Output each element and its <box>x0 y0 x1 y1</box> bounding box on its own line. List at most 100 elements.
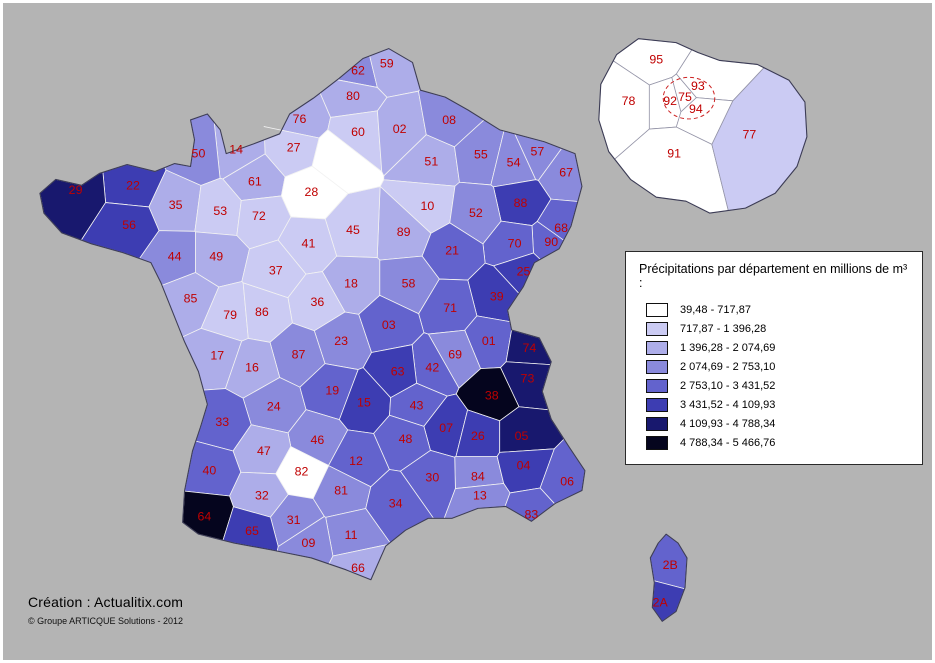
department-label: 37 <box>269 264 283 278</box>
credits: Création : Actualitix.com © Groupe ARTIC… <box>28 594 183 626</box>
legend-swatch <box>646 435 668 450</box>
department-label: 72 <box>252 209 266 223</box>
department-label: 85 <box>184 291 198 305</box>
department-label: 11 <box>345 528 358 542</box>
legend-row: 4 788,34 - 5 466,76 <box>639 433 912 452</box>
france-choropleth-map: 62 59 80 76 60 02 08 27 14 50 51 55 54 57 67 61 22 29 28 88… <box>39 38 808 622</box>
legend-row: 4 109,93 - 4 788,34 <box>639 414 912 433</box>
credit-line: Création : Actualitix.com <box>28 594 184 610</box>
department-label: 48 <box>399 432 413 446</box>
department-05 <box>499 406 565 453</box>
petite-couronne-dashed-border <box>662 76 716 120</box>
legend-range-label: 3 431,52 - 4 109,93 <box>680 398 776 411</box>
department-label: 56 <box>122 218 136 232</box>
department-label: 23 <box>334 334 348 348</box>
department-label: 91 <box>667 147 681 161</box>
department-label: 90 <box>544 235 558 249</box>
department-label: 83 <box>525 507 539 521</box>
department-idf-cutout <box>311 129 385 194</box>
department-label: 30 <box>425 471 439 485</box>
department-label: 93 <box>691 79 705 93</box>
department-label: 04 <box>517 459 531 473</box>
department-label: 59 <box>380 56 394 70</box>
department-label: 60 <box>351 125 365 139</box>
region-corsica: 2B 2A <box>649 533 688 622</box>
department-label: 42 <box>425 361 439 375</box>
department-label: 29 <box>69 183 83 197</box>
department-label: 33 <box>215 415 229 429</box>
department-label: 34 <box>389 496 403 510</box>
department-label: 07 <box>439 421 453 435</box>
department-label: 95 <box>649 52 663 66</box>
department-label: 24 <box>267 399 281 413</box>
department-label: 50 <box>192 147 206 161</box>
department-label: 01 <box>482 334 496 348</box>
department-label: 16 <box>245 361 259 375</box>
department-label: 69 <box>448 348 462 362</box>
legend-range-label: 2 753,10 - 3 431,52 <box>680 379 776 392</box>
department-label: 45 <box>346 223 360 237</box>
department-label: 54 <box>507 156 521 170</box>
department-label: 74 <box>523 341 537 355</box>
department-label: 31 <box>287 513 301 527</box>
department-label: 77 <box>743 128 757 142</box>
department-label: 19 <box>325 383 339 397</box>
department-label: 06 <box>560 475 574 489</box>
department-label: 32 <box>255 488 269 502</box>
department-label: 03 <box>382 318 396 332</box>
department-label: 28 <box>305 185 319 199</box>
department-label: 47 <box>257 444 271 458</box>
department-label: 87 <box>292 348 306 362</box>
department-label: 81 <box>334 484 348 498</box>
department-label: 02 <box>393 122 407 136</box>
legend-swatch <box>646 359 668 374</box>
department-label: 58 <box>402 276 416 290</box>
department-label: 46 <box>310 433 324 447</box>
legend-swatch <box>646 416 668 431</box>
legend-box: Précipitations par département en millio… <box>625 251 923 465</box>
department-label: 14 <box>229 143 243 157</box>
department-label: 35 <box>169 198 183 212</box>
legend-range-label: 4 788,34 - 5 466,76 <box>680 436 776 449</box>
department-label: 12 <box>349 454 363 468</box>
department-label: 27 <box>287 141 301 155</box>
department-label: 84 <box>471 470 485 484</box>
region-outline <box>598 38 808 214</box>
department-label: 40 <box>202 464 216 478</box>
department-label: 38 <box>485 388 499 402</box>
department-label: 68 <box>554 221 568 235</box>
department-label: 73 <box>521 372 535 386</box>
department-label: 17 <box>210 349 224 363</box>
department-label: 88 <box>514 196 528 210</box>
department-label: 39 <box>490 289 504 303</box>
department-label: 10 <box>420 199 434 213</box>
legend-swatch <box>646 302 668 317</box>
legend-range-label: 4 109,93 - 4 788,34 <box>680 417 776 430</box>
department-label: 62 <box>351 63 365 77</box>
legend-row: 39,48 - 717,87 <box>639 300 912 319</box>
department-label: 55 <box>474 148 488 162</box>
department-label: 79 <box>223 308 237 322</box>
department-label: 71 <box>443 301 457 315</box>
department-label: 44 <box>168 250 182 264</box>
department-label: 57 <box>530 145 544 159</box>
department-label: 2B <box>663 558 678 572</box>
legend-title: Précipitations par département en millio… <box>639 262 908 290</box>
department-label: 08 <box>442 113 456 127</box>
department-label: 22 <box>126 178 140 192</box>
department-label: 43 <box>410 398 424 412</box>
department-label: 51 <box>424 155 438 169</box>
legend-row: 2 753,10 - 3 431,52 <box>639 376 912 395</box>
legend-row: 1 396,28 - 2 074,69 <box>639 338 912 357</box>
legend-range-label: 1 396,28 - 2 074,69 <box>680 341 776 354</box>
department-label: 75 <box>678 90 692 104</box>
department-label: 05 <box>515 429 529 443</box>
department-label: 13 <box>473 488 487 502</box>
department-label: 78 <box>622 94 636 108</box>
department-label: 26 <box>471 429 485 443</box>
department-label: 21 <box>445 244 459 258</box>
department-label: 89 <box>397 225 411 239</box>
department-label: 80 <box>346 89 360 103</box>
